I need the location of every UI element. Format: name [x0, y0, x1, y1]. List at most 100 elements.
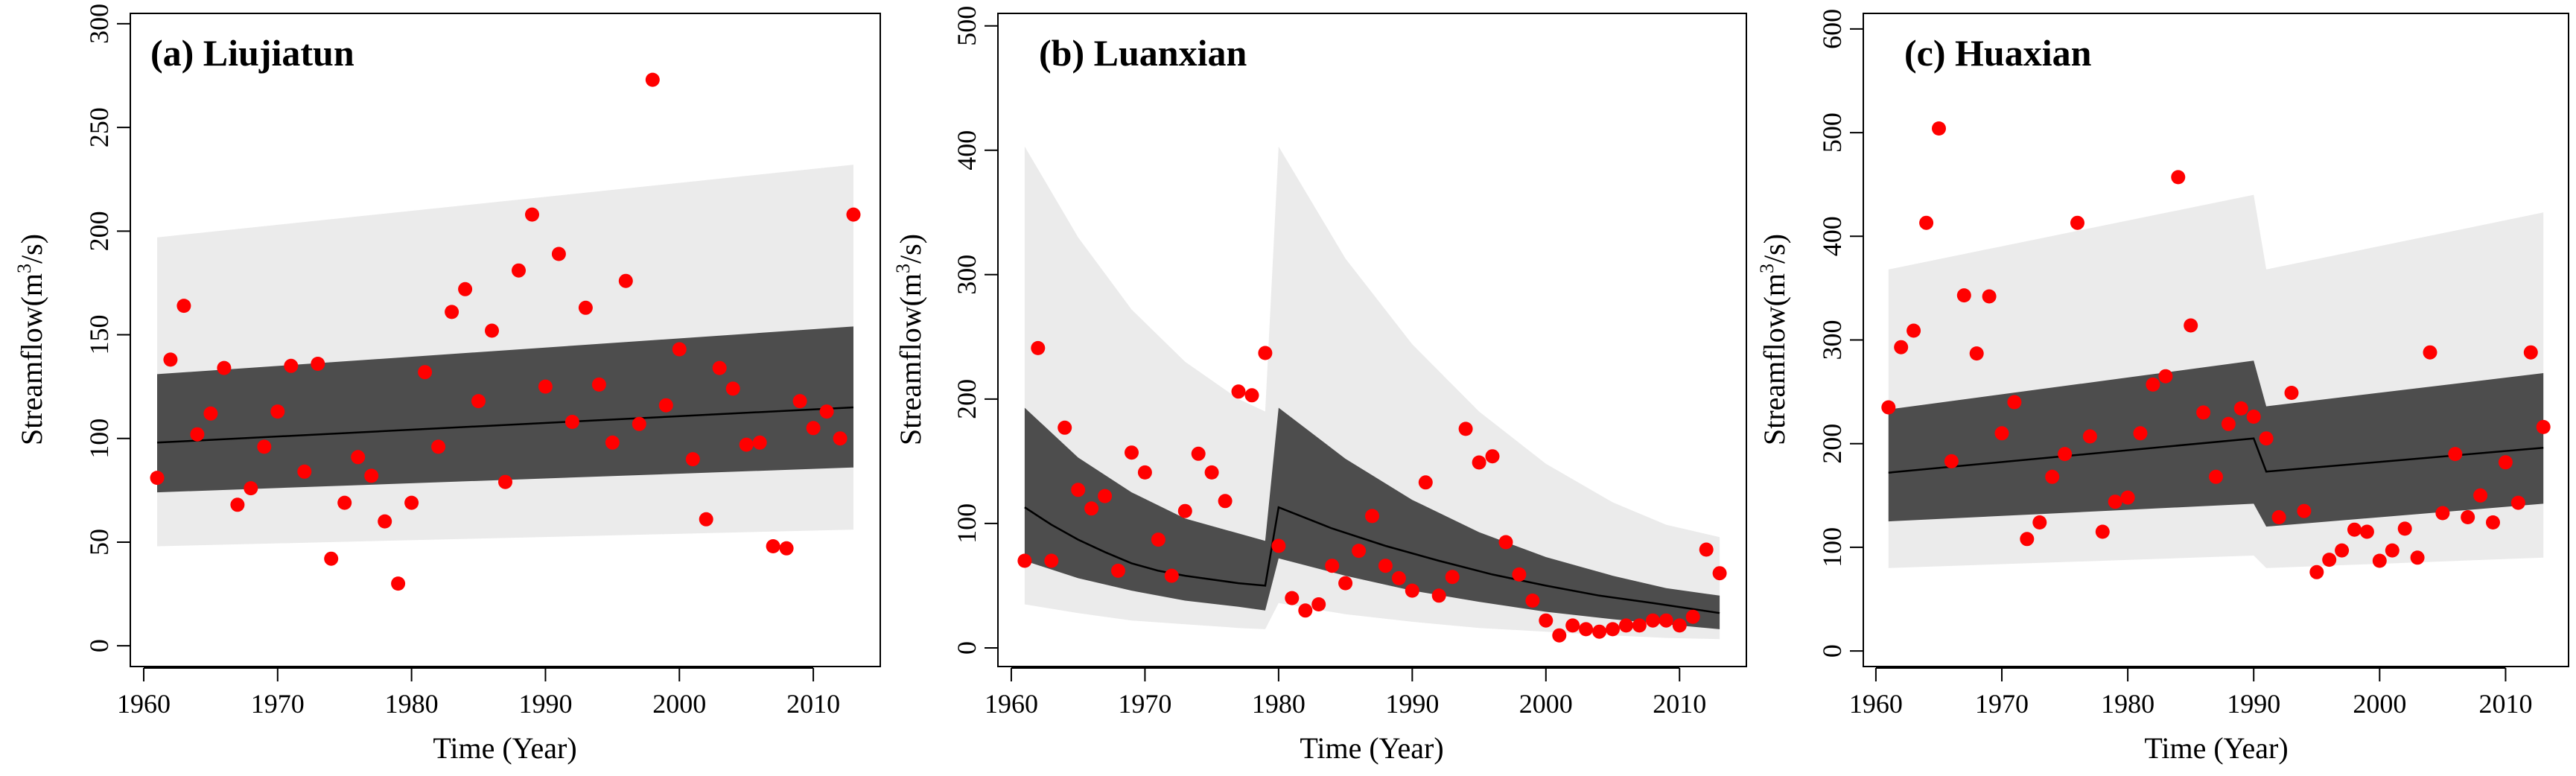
observed-point — [2146, 377, 2160, 392]
observed-point — [445, 305, 459, 319]
observed-point — [2070, 215, 2084, 230]
observed-point — [779, 541, 794, 556]
observed-point — [1378, 559, 1393, 573]
observed-point — [1177, 503, 1192, 518]
observed-point — [1244, 388, 1259, 403]
observed-point — [2058, 447, 2073, 462]
x-axis: 1960 1970 1980 1990 2000 2010 — [1849, 667, 2532, 719]
y-tick-label: 500 — [952, 6, 982, 46]
observed-point — [712, 360, 727, 375]
panel-title: (b) Luanxian — [1039, 32, 1247, 74]
x-tick-label: 2000 — [1519, 689, 1573, 719]
observed-point — [1472, 455, 1486, 470]
observed-point — [2020, 532, 2035, 547]
observed-point — [538, 379, 553, 394]
observed-point — [391, 576, 406, 591]
observed-point — [458, 282, 473, 296]
observed-point — [2095, 524, 2110, 539]
observed-point — [578, 300, 593, 315]
observed-point — [525, 207, 539, 222]
observed-point — [2133, 426, 2148, 441]
plot-frame — [1863, 13, 2569, 667]
observed-point — [2233, 401, 2248, 416]
observed-point — [1204, 465, 1219, 480]
observed-point — [1565, 618, 1580, 633]
observed-point — [1418, 475, 1433, 490]
x-tick-label: 2010 — [1653, 689, 1706, 719]
observed-point — [1552, 628, 1567, 643]
observed-point — [176, 299, 191, 314]
observed-point — [1431, 588, 1446, 603]
x-tick-label: 1980 — [2101, 689, 2154, 719]
observed-point — [2284, 386, 2299, 400]
points-layer — [1881, 121, 2551, 579]
observed-point — [2158, 369, 2173, 384]
observed-point — [1325, 559, 1340, 573]
x-tick-label: 1970 — [1118, 689, 1171, 719]
observed-point — [605, 435, 620, 450]
observed-point — [1894, 340, 1909, 354]
y-tick-label: 100 — [952, 503, 982, 544]
observed-point — [1352, 544, 1367, 559]
observed-point — [2498, 455, 2513, 470]
observed-point — [1672, 618, 1687, 633]
x-tick-label: 1990 — [1385, 689, 1439, 719]
y-axis-title: Streamflow(m3/s) — [892, 234, 927, 445]
observed-point — [2473, 488, 2488, 503]
observed-point — [2397, 521, 2412, 536]
observed-point — [2032, 515, 2047, 529]
plot-frame — [997, 13, 1747, 667]
observed-point — [792, 394, 807, 409]
observed-point — [2309, 564, 2324, 579]
observed-point — [150, 471, 165, 486]
points-layer — [1017, 340, 1727, 643]
inner-uncertainty-band — [1888, 360, 2544, 527]
observed-point — [685, 452, 700, 467]
observed-point — [2196, 405, 2211, 420]
y-axis-title: Streamflow(m3/s) — [1756, 234, 1791, 445]
observed-point — [1906, 323, 1921, 338]
observed-point — [551, 247, 566, 261]
observed-point — [1699, 542, 1714, 557]
observed-point — [1659, 613, 1673, 628]
observed-point — [1218, 494, 1233, 509]
observed-point — [1712, 566, 1727, 581]
y-tick-label: 0 — [1817, 644, 1847, 658]
observed-point — [1539, 613, 1553, 628]
median-layer — [1024, 506, 1720, 614]
observed-point — [190, 427, 205, 442]
observed-point — [725, 381, 740, 396]
observed-point — [591, 377, 606, 392]
y-tick-label: 200 — [1817, 424, 1847, 464]
observed-point — [1525, 594, 1540, 608]
x-tick-label: 2010 — [2478, 689, 2532, 719]
observed-point — [1685, 609, 1700, 624]
observed-point — [2246, 410, 2261, 424]
x-axis: 1960 1970 1980 1990 2000 2010 — [985, 667, 1706, 719]
y-tick-label: 500 — [1817, 112, 1847, 153]
x-tick-label: 1960 — [117, 689, 171, 719]
y-tick-label: 600 — [1817, 9, 1847, 49]
observed-point — [672, 342, 687, 357]
observed-point — [1285, 591, 1300, 605]
observed-point — [2297, 503, 2312, 518]
y-tick-label: 200 — [84, 211, 114, 251]
observed-point — [1338, 576, 1353, 591]
observed-point — [1994, 426, 2009, 441]
observed-point — [1058, 420, 1072, 435]
y-axis: 0 50 100 150 200 250 300 — [84, 4, 131, 652]
observed-point — [337, 495, 352, 510]
observed-point — [1969, 346, 1984, 361]
observed-point — [1137, 465, 1152, 480]
observed-point — [2347, 522, 2362, 537]
observed-point — [1084, 501, 1099, 516]
observed-point — [1191, 446, 1206, 461]
bands-layer — [1024, 146, 1720, 640]
x-tick-label: 1960 — [985, 689, 1038, 719]
observed-point — [833, 431, 847, 446]
observed-point — [1391, 570, 1406, 585]
points-layer — [150, 72, 861, 591]
observed-point — [2259, 431, 2274, 446]
x-tick-label: 2000 — [2353, 689, 2406, 719]
